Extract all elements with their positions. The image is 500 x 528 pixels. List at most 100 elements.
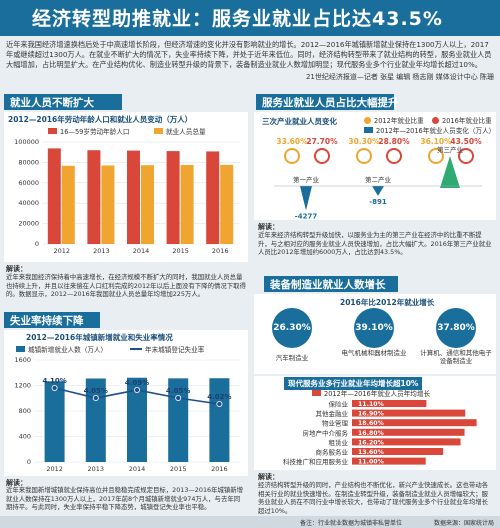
- unemp-rate-label: 4.05%: [84, 387, 108, 395]
- change-value-label: -891: [369, 198, 387, 206]
- x-tick-label: 2014: [129, 465, 146, 473]
- unemp-rate-point: [51, 384, 58, 391]
- section-employment-header: 就业人员不断扩大: [4, 94, 122, 110]
- x-tick-label: 2015: [172, 247, 189, 255]
- y-tick-label: 800: [19, 407, 31, 415]
- unemp-rate-point: [133, 387, 140, 394]
- y-tick-label: 1600: [14, 356, 31, 364]
- growth-value-label: 13.60%: [358, 449, 384, 456]
- change-value-label: 6067: [440, 194, 460, 202]
- unemp-rate-point: [216, 401, 223, 408]
- x-tick-label: 2012: [46, 465, 63, 473]
- share-2016-label: 43.50%: [450, 137, 482, 146]
- growth-value-label: 16.80%: [358, 430, 384, 437]
- bar-labor-pop: [47, 148, 61, 244]
- footer: 备注：行业就业数据为城镇非私营单位 数据来源：国家统计局: [0, 516, 500, 528]
- employment-note: 近年来我国经济保持着中高速增长，在经济规模不断扩大的同时，我国就业人员总量也持续…: [6, 273, 246, 299]
- modern-note: 经济结构转型升级的同时，产业结构也不断优化，新兴产业快速成长。这也带动各相关行业…: [258, 481, 489, 515]
- category-label: 商务服务业: [316, 448, 349, 457]
- unemp-rate-label: 4.05%: [166, 387, 190, 395]
- bar-employment: [220, 164, 234, 244]
- employment-note-title: 解读：: [6, 265, 27, 273]
- modern-note-title: 解读：: [258, 473, 279, 481]
- category-label: 保险业: [329, 400, 349, 409]
- badge-electrical: 39.10%: [354, 308, 394, 348]
- growth-bar: [352, 400, 427, 407]
- unemployment-panel: 2012—2016年城镇新增就业和失业率情况 城镇新增就业人数（万人） 年末城镇…: [4, 330, 248, 476]
- growth-value-label: 11.10%: [358, 401, 384, 408]
- service-note-title: 解读：: [258, 223, 279, 231]
- header-banner: 经济转型助推就业：服务业就业占比达43.5%: [0, 0, 500, 36]
- section-unemployment-header: 失业率持续下降: [4, 312, 100, 328]
- bar-labor-pop: [127, 150, 140, 244]
- bar-labor-pop: [166, 151, 180, 244]
- x-tick-label: 2012: [54, 247, 71, 255]
- employment-panel: 2012—2016年劳动年龄人口和就业人员变动（万人） 16—59岁劳动年龄人口…: [4, 112, 248, 262]
- legend-modern-growth: 2012年—2016年就业人员年均增长: [312, 388, 430, 398]
- unemp-rate-label: 4.10%: [42, 377, 66, 385]
- growth-value-label: 18.60%: [358, 420, 384, 427]
- legend-labor-pop: 16—59岁劳动年龄人口: [48, 126, 130, 136]
- unemployment-note: 近年来我国新增城镇就业保持高位并且稳稳完成规定目标，2013—2016年城镇新增…: [6, 486, 244, 512]
- change-arrow-up: [440, 156, 460, 188]
- sector-label: 第三产业: [437, 145, 464, 154]
- share-2016-ring: [314, 148, 330, 164]
- y-tick-label: 0: [35, 240, 39, 248]
- legend-new-jobs: 城镇新增就业人数（万人）: [16, 344, 107, 354]
- badge-auto-label: 汽车制造业: [275, 354, 309, 362]
- change-arrow-down: [372, 186, 384, 196]
- manufacturing-panel: 2016年比2012年就业增长 26.30% 39.10% 37.80% 汽车制…: [254, 294, 496, 374]
- bar-new-jobs: [127, 377, 147, 462]
- share-2012-ring: [428, 148, 444, 164]
- unemp-rate-label: 4.02%: [207, 393, 231, 401]
- legend-2012-share: 2012年就业比重: [364, 115, 424, 125]
- badge-electrical-label: 电气机械和器材制造业: [341, 349, 407, 357]
- bar-employment: [61, 165, 75, 244]
- y-tick-label: 100000: [14, 138, 39, 146]
- unemployment-chart-title: 2012—2016年城镇新增就业和失业率情况: [26, 333, 173, 342]
- category-label: 租赁业: [329, 438, 349, 447]
- share-2016-label: 27.70%: [306, 137, 338, 146]
- growth-value-label: 16.20%: [358, 439, 384, 446]
- footer-note: 备注：行业就业数据为城镇非私营单位: [300, 520, 403, 527]
- share-2012-ring: [284, 148, 300, 164]
- growth-bar: [352, 448, 444, 455]
- share-2012-label: 33.60%: [276, 137, 308, 146]
- bar-labor-pop: [206, 151, 220, 244]
- legend-employment: 就业人员总量: [154, 126, 206, 136]
- credit-line: 21世纪经济报道—记者 张星 编辑 杨志刚 媒体设计中心 陈珊: [305, 73, 494, 81]
- section-manufacturing-header: 装备制造业就业人数增长: [264, 276, 398, 292]
- x-tick-label: 2013: [88, 465, 105, 473]
- growth-value-label: 11.00%: [358, 459, 384, 466]
- footer-source: 数据来源：国家统计局: [433, 520, 494, 527]
- y-tick-label: 60000: [18, 179, 39, 187]
- category-label: 其他金融业: [316, 409, 349, 418]
- modern-service-bar-chart: 保险业 11.10% 其他金融业 16.90% 物业管理 18.60% 房地产中介服务 16.…: [283, 400, 477, 466]
- manufacturing-chart-title: 2016年比2012年就业增长: [340, 298, 435, 307]
- modern-service-title: 现代服务业多行业就业年均增长超10%: [284, 377, 423, 390]
- service-panel: 三次产业就业人员变化 2012年就业比重 2016年就业比重 2012年—201…: [254, 112, 496, 220]
- bar-employment: [180, 164, 194, 244]
- unemployment-combo-chart: 0 400 800 1200 1600 2012 2013 2014 2015 2016 4.10%…: [14, 356, 240, 473]
- growth-bar: [352, 419, 477, 427]
- sector-label: 第一产业: [293, 175, 320, 184]
- share-2012-ring: [356, 148, 372, 164]
- legend-2016-share: 2016年就业比重: [432, 115, 492, 125]
- badge-auto: 26.30%: [272, 308, 312, 348]
- bar-labor-pop: [87, 150, 101, 244]
- bar-new-jobs: [209, 378, 230, 462]
- y-tick-label: 20000: [18, 220, 39, 228]
- share-2012-label: 36.10%: [420, 137, 452, 146]
- employment-chart-title: 2012—2016年劳动年龄人口和就业人员变动（万人）: [8, 115, 193, 124]
- section-service-header: 服务业就业人员占比大幅提升: [256, 94, 399, 110]
- unemp-rate-point: [175, 395, 182, 402]
- growth-bar: [352, 409, 466, 417]
- growth-value-label: 16.90%: [358, 411, 384, 418]
- badge-computer-label: 计算机、通信和其他电子设备制造业: [420, 349, 492, 365]
- category-label: 房地产中介服务: [303, 428, 349, 437]
- share-2012-label: 30.30%: [348, 137, 380, 146]
- service-note: 近年来经济结构转型升级加快，以服务业为主的第三产业在经济中的比重不断提升，与之相…: [258, 231, 492, 257]
- bar-new-jobs: [85, 378, 106, 462]
- employment-bar-chart: 0 20000 40000 60000 80000 100000 2012 2013 2014 2…: [14, 138, 240, 255]
- y-tick-label: 80000: [18, 158, 39, 166]
